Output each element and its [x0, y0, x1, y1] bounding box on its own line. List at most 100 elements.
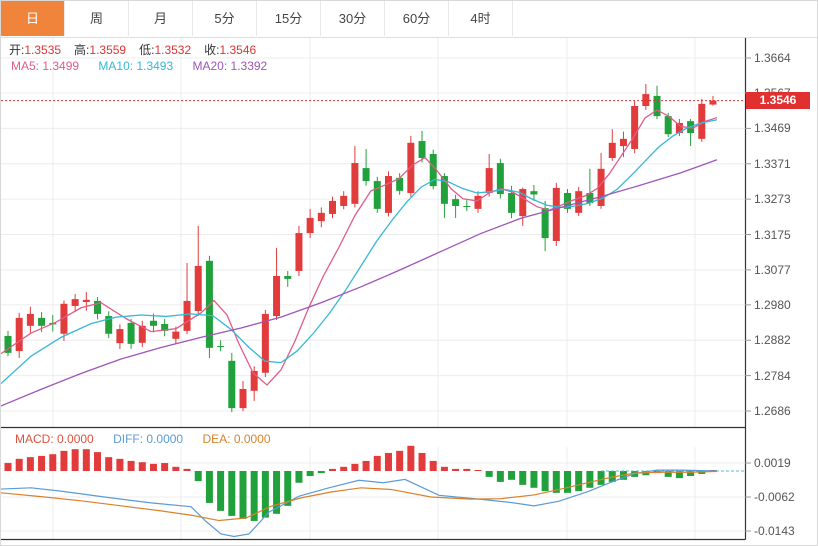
macd-axis-label: -0.0062 [754, 490, 795, 505]
candle-body [149, 320, 157, 326]
diff-value-readout: DIFF: 0.0000 [113, 432, 184, 446]
candle-body [105, 316, 113, 334]
low-value: 1.3532 [154, 43, 192, 57]
price-axis-label: 1.3664 [754, 51, 791, 65]
macd-bar [463, 468, 471, 471]
close-value: 1.3546 [219, 43, 257, 57]
macd-axis-label: -0.0143 [754, 524, 795, 539]
macd-bar [530, 471, 538, 488]
macd-readout: MACD: 0.0000 DIFF: 0.0000 DEA: 0.0000 [15, 432, 271, 446]
candle-body [597, 168, 605, 206]
macd-bar [519, 471, 527, 485]
candle-body [418, 141, 426, 158]
candle-body [15, 317, 23, 352]
macd-bar [340, 466, 348, 471]
candle-body [631, 106, 639, 149]
tab-30分[interactable]: 30分 [321, 1, 385, 36]
macd-bar [474, 470, 482, 471]
ma10-readout: MA10: 1.3493 [98, 59, 174, 73]
tab-周[interactable]: 周 [65, 1, 129, 36]
macd-bar [295, 471, 303, 483]
macd-bar [675, 471, 683, 479]
candle-body [116, 329, 124, 344]
candle-body [552, 187, 560, 241]
macd-bar [38, 455, 46, 471]
macd-bar [362, 460, 370, 471]
tab-5分[interactable]: 5分 [193, 1, 257, 36]
macd-bar [239, 471, 247, 519]
macd-value-readout: MACD: 0.0000 [15, 432, 94, 446]
candle-body [474, 195, 482, 209]
ma20-readout: MA20: 1.3392 [192, 59, 268, 73]
low-label: 低: [139, 43, 155, 57]
current-price-badge: 1.3546 [746, 92, 810, 109]
macd-bar [273, 471, 281, 514]
macd-bar [284, 471, 292, 506]
macd-axis-label: 0.0019 [754, 456, 791, 471]
price-axis-label: 1.3175 [754, 227, 791, 242]
candle-body [508, 192, 516, 213]
tab-4时[interactable]: 4时 [449, 1, 513, 36]
macd-bar [15, 458, 23, 471]
candle-body [653, 95, 661, 117]
candle-body [485, 168, 493, 193]
macd-bar [440, 466, 448, 471]
candle-body [373, 181, 381, 209]
macd-bar [49, 454, 57, 471]
tab-15分[interactable]: 15分 [257, 1, 321, 36]
price-axis-label: 1.3077 [754, 262, 791, 277]
macd-bar [194, 471, 202, 482]
ma-readout: MA5: 1.3499 MA10: 1.3493 MA20: 1.3392 [11, 59, 267, 73]
candle-body [407, 142, 415, 193]
candle-body [60, 303, 68, 334]
macd-bar [564, 471, 571, 493]
macd-bar [429, 460, 437, 471]
candle-body [261, 313, 269, 373]
macd-bar [94, 452, 102, 471]
tab-月[interactable]: 月 [129, 1, 193, 36]
candle-body [127, 322, 135, 344]
tab-日[interactable]: 日 [1, 1, 65, 36]
macd-bar [205, 471, 213, 503]
macd-bar [127, 460, 135, 471]
ma10-line [1, 119, 718, 385]
open-label: 开: [9, 43, 25, 57]
candle-body [217, 346, 225, 348]
macd-bar [228, 471, 236, 516]
macd-bar [552, 471, 560, 493]
macd-bar [586, 471, 594, 488]
timeframe-tabbar: 日周月 5分 15分 30分 60分 4时 [1, 1, 817, 38]
candle-body [329, 200, 337, 214]
candle-body [94, 300, 102, 314]
candle-body [664, 116, 672, 135]
candle-body [172, 331, 180, 339]
candle-body [26, 313, 34, 326]
macd-bar [329, 468, 337, 471]
tab-60分[interactable]: 60分 [385, 1, 449, 36]
candle-body [586, 192, 594, 204]
ma20-line [1, 159, 718, 407]
high-value: 1.3559 [89, 43, 127, 57]
macd-bar [496, 471, 504, 482]
candle-body [194, 265, 202, 312]
candle-body [71, 299, 79, 306]
macd-bar [183, 468, 191, 471]
macd-bar [541, 471, 549, 492]
candle-body [362, 168, 370, 182]
candle-body [608, 142, 616, 158]
dea-line [1, 470, 718, 522]
macd-bar [71, 449, 79, 471]
open-value: 1.3535 [24, 43, 62, 57]
macd-bar [217, 471, 225, 511]
macd-bar [396, 450, 404, 471]
candle-body [317, 212, 325, 222]
candle-body [38, 317, 46, 326]
macd-bar [687, 471, 695, 477]
ma5-readout: MA5: 1.3499 [11, 59, 80, 73]
macd-bar [317, 471, 325, 474]
diff-line [1, 469, 718, 538]
candle-body [440, 176, 448, 204]
price-axis-label: 1.3273 [754, 192, 791, 207]
